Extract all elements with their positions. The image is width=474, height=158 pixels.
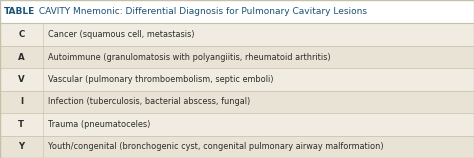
Text: Vascular (pulmonary thromboembolism, septic emboli): Vascular (pulmonary thromboembolism, sep… bbox=[48, 75, 274, 84]
Text: CAVITY Mnemonic: Differential Diagnosis for Pulmonary Cavitary Lesions: CAVITY Mnemonic: Differential Diagnosis … bbox=[36, 7, 367, 16]
Bar bbox=[0, 23, 474, 46]
Bar bbox=[0, 46, 474, 68]
Text: C: C bbox=[18, 30, 25, 39]
Text: Youth/congenital (bronchogenic cyst, congenital pulmonary airway malformation): Youth/congenital (bronchogenic cyst, con… bbox=[48, 142, 384, 151]
Text: V: V bbox=[18, 75, 25, 84]
Text: A: A bbox=[18, 53, 25, 61]
Bar bbox=[0, 91, 474, 113]
Text: Autoimmune (granulomatosis with polyangiitis, rheumatoid arthritis): Autoimmune (granulomatosis with polyangi… bbox=[48, 53, 331, 61]
Text: I: I bbox=[20, 97, 23, 106]
Text: Infection (tuberculosis, bacterial abscess, fungal): Infection (tuberculosis, bacterial absce… bbox=[48, 97, 251, 106]
Bar bbox=[0, 113, 474, 136]
Bar bbox=[0, 68, 474, 91]
Bar bbox=[0, 136, 474, 158]
Text: T: T bbox=[18, 120, 24, 129]
Bar bbox=[0, 0, 474, 23]
Text: Cancer (squamous cell, metastasis): Cancer (squamous cell, metastasis) bbox=[48, 30, 195, 39]
Text: Trauma (pneumatoceles): Trauma (pneumatoceles) bbox=[48, 120, 151, 129]
Text: TABLE: TABLE bbox=[4, 7, 35, 16]
Text: Y: Y bbox=[18, 142, 24, 151]
